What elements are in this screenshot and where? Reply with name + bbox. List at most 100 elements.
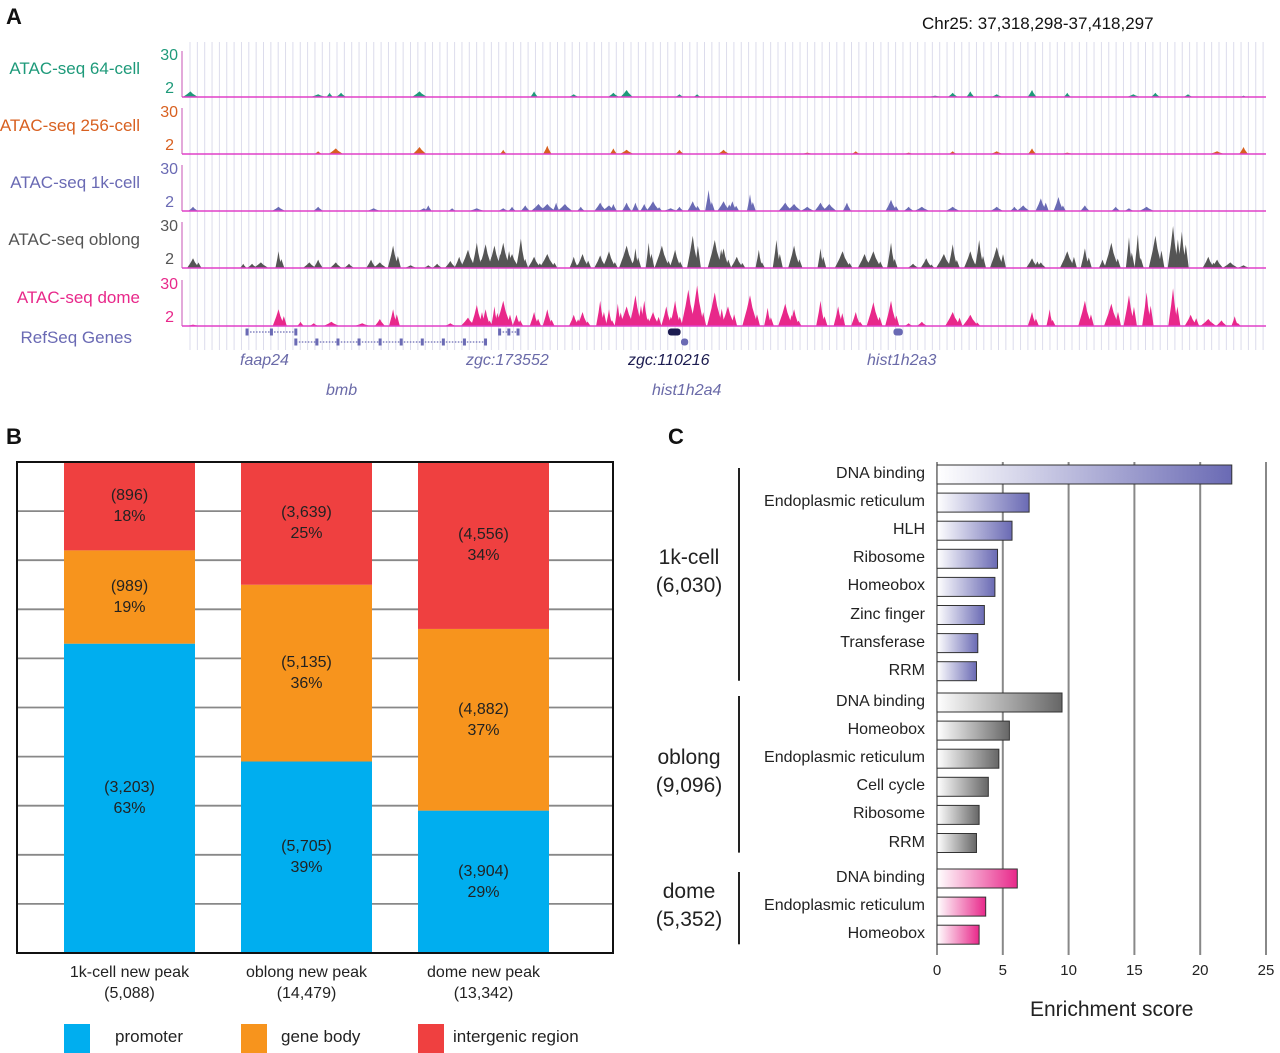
refseq-genes-label: RefSeq Genes: [20, 328, 132, 347]
bar-category-label: Homeobox: [847, 721, 925, 739]
signal-peak: [786, 204, 802, 211]
signal-peak: [1128, 252, 1135, 268]
bar-segment-gene-body: [241, 584, 372, 762]
x-tick-label: 15: [1126, 962, 1143, 979]
signal-peak: [767, 317, 774, 326]
signal-peak: [914, 206, 930, 211]
signal-peak: [1049, 319, 1056, 326]
signal-peak: [1231, 316, 1239, 326]
enrichment-bar: [936, 720, 1010, 741]
stacked-bar-chart: [16, 461, 614, 1053]
signal-peak: [394, 256, 401, 268]
signal-peak: [577, 206, 585, 211]
track-scale-max: 30: [160, 47, 178, 64]
signal-peak: [187, 258, 200, 268]
category-total: (13,342): [453, 985, 514, 1002]
bar-category-label: DNA binding: [836, 693, 925, 710]
gene-model[interactable]: [498, 328, 520, 336]
panel-c-letter: C: [668, 424, 684, 449]
gene-model[interactable]: [667, 328, 681, 336]
bar-category-label: Endoplasmic reticulum: [764, 493, 925, 511]
signal-peak: [945, 206, 960, 211]
segment-percent: 29%: [467, 883, 500, 901]
enrichment-bar: [936, 776, 989, 797]
signal-peak: [989, 247, 1004, 268]
signal-peak: [675, 149, 684, 154]
signal-peak: [948, 244, 958, 268]
signal-peak: [700, 312, 707, 326]
bar-category-label: RRM: [888, 661, 925, 679]
signal-peak: [505, 254, 519, 268]
signal-peak: [990, 206, 1004, 211]
signal-peak: [974, 322, 981, 326]
gene-exon: [680, 338, 689, 346]
bar-category-label: Cell cycle: [856, 777, 925, 795]
gene-exon: [462, 338, 466, 346]
signal-peak: [584, 321, 591, 326]
signal-peak: [621, 202, 632, 211]
bar-category-label: HLH: [892, 521, 925, 539]
gene-model[interactable]: [680, 338, 689, 346]
gene-model[interactable]: [893, 328, 903, 336]
signal-peak: [387, 245, 399, 268]
gene-model[interactable]: [245, 328, 298, 336]
signal-peak: [607, 92, 619, 97]
group-label: oblong (9,096): [639, 744, 739, 800]
signal-peak: [1103, 303, 1119, 326]
signal-peak: [1035, 198, 1047, 211]
signal-peak: [522, 258, 529, 268]
signal-peak: [690, 285, 704, 326]
signal-peak: [814, 202, 827, 211]
signal-peak: [776, 253, 783, 268]
signal-peak: [887, 242, 896, 268]
signal-peak: [749, 202, 756, 211]
signal-peak: [1200, 319, 1217, 326]
gene-exon: [336, 338, 340, 346]
signal-peak: [517, 320, 524, 326]
signal-peak: [1174, 306, 1181, 326]
signal-peak: [552, 202, 560, 211]
signal-peak: [551, 262, 558, 268]
signal-peak: [903, 206, 914, 211]
legend-swatch: [241, 1024, 267, 1053]
x-tick-label: 10: [1060, 962, 1077, 979]
legend-swatch: [64, 1024, 90, 1053]
signal-peak: [520, 205, 530, 211]
signal-peak: [718, 248, 729, 268]
signal-peak: [302, 262, 316, 268]
signal-peak: [800, 206, 815, 211]
signal-peak: [677, 261, 684, 268]
segment-percent: 63%: [113, 800, 146, 818]
group-count: (6,030): [655, 574, 723, 598]
gene-exon: [516, 328, 520, 336]
signal-peak: [661, 306, 672, 326]
signal-peak: [1059, 251, 1075, 268]
segment-percent: 37%: [467, 721, 500, 739]
gene-model[interactable]: [294, 338, 488, 346]
signal-peak: [557, 204, 573, 211]
signal-peak: [600, 311, 607, 326]
signal-peak: [885, 199, 897, 211]
legend-label: intergenic region: [453, 1027, 579, 1046]
track-scale-min: 2: [165, 309, 174, 326]
signal-peak: [739, 262, 746, 268]
signal-peak: [1184, 314, 1197, 326]
x-category-label: 1k-cell new peak (5,088): [24, 962, 235, 1004]
signal-peak: [585, 260, 592, 268]
signal-peak: [495, 300, 511, 326]
signal-peak: [1216, 320, 1227, 326]
gene-exon: [667, 328, 681, 336]
signal-peak: [609, 148, 617, 154]
bar-segment-intergenic-region: [64, 462, 195, 551]
signal-peak: [1239, 147, 1248, 154]
signal-peak: [1042, 202, 1049, 211]
bar-segment-label: (989) 19%: [64, 576, 195, 618]
signal-peak: [796, 259, 803, 268]
signal-peak: [839, 313, 846, 326]
bar-category-label: DNA binding: [836, 869, 925, 886]
group-name: 1k-cell: [658, 546, 720, 570]
signal-peak: [1222, 262, 1239, 268]
signal-peak: [947, 92, 958, 97]
signal-peak: [569, 256, 578, 268]
